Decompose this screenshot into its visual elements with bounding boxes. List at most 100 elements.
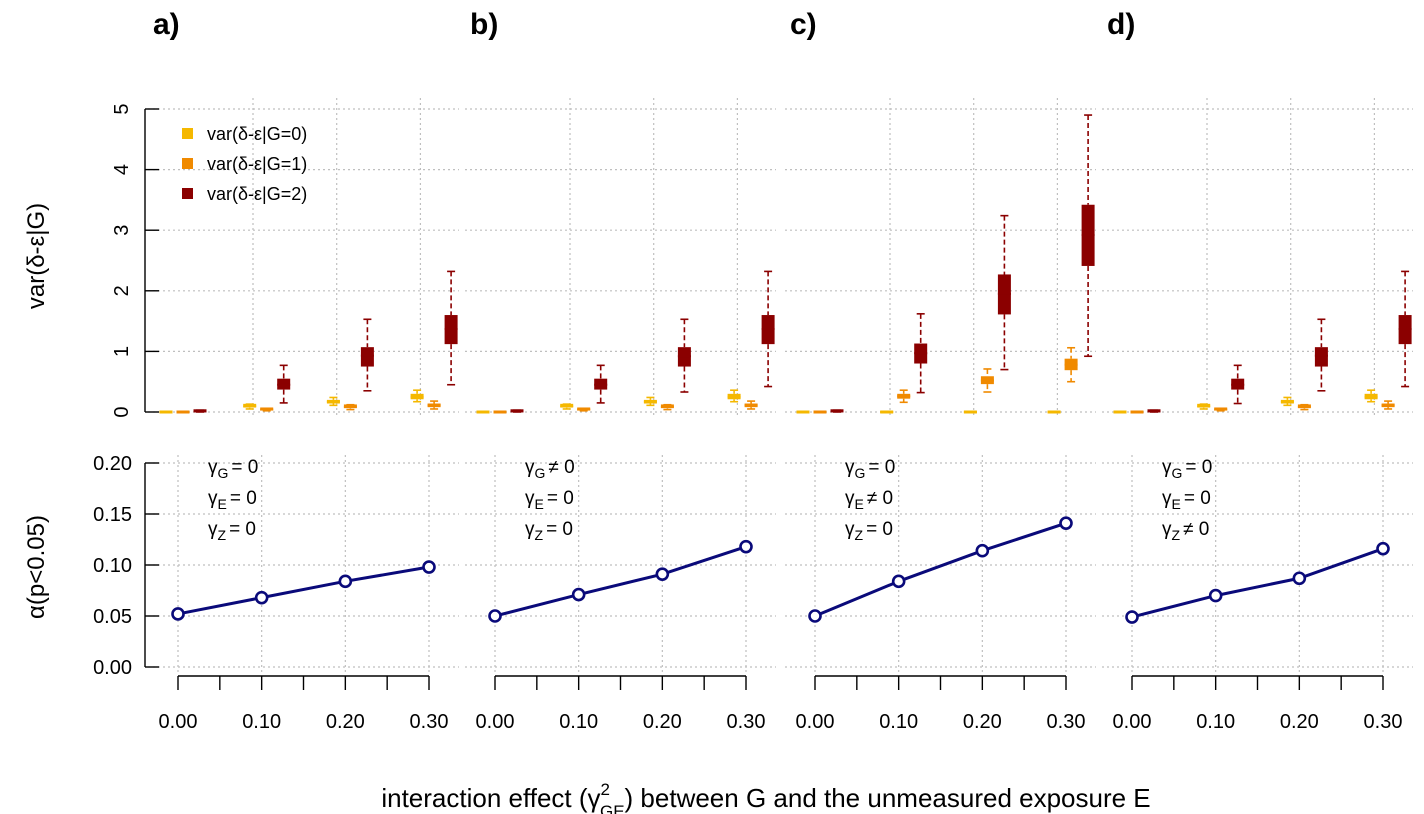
gamma-subscript: G (1172, 465, 1183, 481)
gamma-relation: = 0 (866, 519, 893, 540)
alpha-point (975, 543, 990, 558)
alpha-point (488, 609, 502, 623)
boxplot-g1 (1130, 410, 1144, 414)
box (360, 347, 374, 367)
alpha-point (808, 609, 822, 623)
panel-label: c) (790, 8, 817, 41)
boxplot-g1 (1381, 400, 1395, 410)
boxplot-g2 (510, 409, 524, 413)
y-tick-label: 5 (111, 103, 133, 114)
y-tick-label: 0.15 (93, 504, 132, 526)
y-tick-label: 3 (111, 225, 133, 236)
alpha-line (1131, 547, 1384, 619)
y-tick-label: 0.05 (93, 606, 132, 628)
boxplot-g0 (796, 410, 810, 414)
gamma-symbol: γ (208, 488, 218, 509)
y-tick-label: 0.10 (93, 555, 132, 577)
boxplot-g2 (277, 364, 291, 404)
gamma-annotation: γE ≠ 0 (845, 488, 893, 512)
boxplot-g2 (830, 409, 844, 413)
gamma-relation: = 0 (230, 488, 257, 509)
x-tick-label: 0.20 (963, 711, 1002, 733)
boxplot-g1 (813, 410, 827, 414)
gamma-subscript: E (218, 496, 227, 512)
legend-label: var(δ-ε|G=2) (207, 184, 307, 204)
top-y-axis: 0 1 2 3 4 5 (111, 103, 159, 418)
x-axis-title-gamma: γ (588, 783, 601, 813)
boxplot-g1 (1064, 346, 1078, 383)
top-y-axis-title: var(δ-ε|G) (23, 203, 50, 309)
x-tick-label: 0.00 (796, 711, 835, 733)
alpha-line (177, 565, 430, 616)
gamma-annotation: γE = 0 (208, 488, 257, 512)
boxplot-g0 (476, 410, 490, 414)
gamma-subscript: G (855, 465, 866, 481)
box (1197, 403, 1211, 407)
boxplot-g1 (1297, 403, 1311, 411)
y-tick-label: 4 (111, 164, 133, 175)
y-tick-label: 0 (111, 406, 133, 417)
legend-swatch (182, 188, 193, 199)
alpha-point (338, 574, 353, 589)
boxplot-g0 (727, 389, 741, 403)
legend-label: var(δ-ε|G=0) (207, 124, 307, 144)
alpha-point (655, 567, 670, 581)
gamma-relation: ≠ 0 (867, 488, 893, 509)
gamma-subscript: G (535, 465, 546, 481)
boxplot-g1 (660, 403, 674, 411)
panel-label: b) (470, 8, 498, 41)
x-tick-label: 0.10 (1196, 711, 1235, 733)
bottom-y-axis-title: α(p<0.05) (23, 515, 50, 619)
boxplot-g2 (444, 270, 458, 386)
boxplot-g0 (1047, 410, 1061, 414)
gamma-annotation: γE = 0 (1162, 488, 1211, 512)
alpha-point (254, 590, 269, 605)
x-axis-title-suffix: ) between G and the unmeasured exposure … (625, 783, 1151, 813)
x-tick-label: 0.10 (242, 711, 281, 733)
alpha-point (739, 539, 753, 554)
gamma-annotation: γG ≠ 0 (525, 457, 575, 481)
boxplot-g2 (1081, 114, 1095, 358)
boxplot-g2 (1231, 364, 1245, 405)
gamma-subscript: E (535, 496, 544, 512)
box (343, 404, 357, 408)
panel-label: d) (1107, 8, 1135, 41)
alpha-line (494, 545, 747, 618)
y-tick-label: 1 (111, 346, 133, 357)
box (1314, 347, 1328, 367)
gamma-annotation: γZ = 0 (845, 519, 893, 543)
boxplot-g2 (761, 270, 775, 388)
x-tick-label: 0.10 (879, 711, 918, 733)
gamma-symbol: γ (1162, 519, 1172, 540)
gamma-symbol: γ (208, 457, 218, 478)
boxplot-g2 (1314, 318, 1328, 392)
boxplot-g0 (1113, 410, 1127, 414)
gamma-subscript: Z (1172, 527, 1181, 543)
x-tick-label: 0.30 (1047, 711, 1086, 733)
gamma-relation: ≠ 0 (1183, 519, 1209, 540)
x-tick-label: 0.20 (643, 711, 682, 733)
box (560, 403, 574, 407)
boxplot-g2 (594, 364, 608, 404)
legend-swatch (182, 158, 193, 169)
gamma-relation: = 0 (547, 488, 574, 509)
boxplot-g2 (193, 409, 207, 413)
boxplot-g0 (1280, 396, 1294, 407)
gamma-subscript: E (1172, 496, 1181, 512)
boxplot-g0 (243, 403, 257, 410)
x-tick-label: 0.20 (326, 711, 365, 733)
x-tick-label: 0.10 (559, 711, 598, 733)
gamma-relation: = 0 (868, 457, 895, 478)
boxplot-g0 (326, 396, 340, 407)
boxplot-g1 (343, 403, 357, 411)
boxplot-g0 (410, 389, 424, 403)
box (1297, 404, 1311, 408)
boxplot-g1 (260, 407, 274, 412)
box (243, 403, 257, 407)
boxplot-g1 (176, 410, 190, 414)
gamma-annotation: γE = 0 (525, 488, 574, 512)
